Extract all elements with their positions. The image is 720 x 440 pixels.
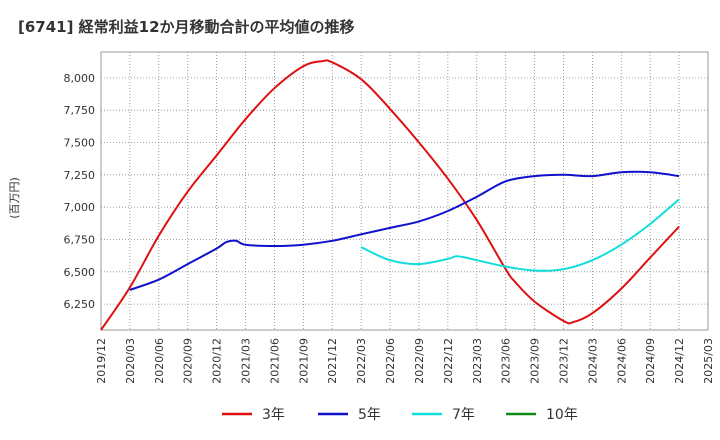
y-tick-label: 7,750: [64, 104, 96, 117]
x-tick-label: 2020/09: [182, 338, 195, 384]
legend: 3年 5年 7年 10年: [222, 407, 578, 423]
series-lines: [100, 59, 680, 331]
plot-area: [100, 51, 709, 331]
x-tick-label: 2020/12: [211, 338, 224, 384]
y-tick-label: 6,500: [64, 266, 96, 279]
y-tick-label: 7,500: [64, 137, 96, 150]
x-tick-label: 2021/09: [297, 338, 310, 384]
x-tick-label: 2021/06: [268, 338, 281, 384]
y-tick-label: 6,750: [64, 233, 96, 246]
x-axis: 2019/12 2020/03 2020/06 2020/09 2020/12 2021/…: [95, 338, 715, 384]
y-tick-label: 7,250: [64, 169, 96, 182]
x-tick-label: 2022/03: [355, 338, 368, 384]
series-line-2: [360, 198, 680, 272]
series-line-1: [129, 170, 680, 291]
y-axis: 6,250 6,500 6,750 7,000 7,250 7,500 7,750 8,000: [64, 72, 96, 311]
series-line-0: [100, 59, 680, 331]
x-tick-label: 2021/12: [326, 338, 339, 384]
y-tick-label: 8,000: [64, 72, 96, 85]
x-tick-label: 2024/03: [586, 338, 599, 384]
x-tick-label: 2020/06: [153, 338, 166, 384]
y-axis-label: (百万円): [8, 177, 21, 219]
x-tick-label: 2024/09: [644, 338, 657, 384]
chart-title: [6741] 経常利益12か月移動合計の平均値の推移: [18, 18, 355, 36]
x-tick-label: 2023/09: [529, 338, 542, 384]
y-tick-label: 7,000: [64, 201, 96, 214]
x-tick-label: 2023/03: [471, 338, 484, 384]
legend-label: 3年: [262, 407, 285, 423]
x-tick-label: 2024/12: [673, 338, 686, 384]
x-tick-label: 2025/03: [702, 338, 715, 384]
y-tick-label: 6,250: [64, 298, 96, 311]
x-tick-label: 2024/06: [615, 338, 628, 384]
x-tick-label: 2023/12: [557, 338, 570, 384]
x-tick-label: 2023/06: [500, 338, 513, 384]
x-tick-label: 2021/03: [240, 338, 253, 384]
x-tick-label: 2022/09: [413, 338, 426, 384]
x-tick-label: 2022/12: [442, 338, 455, 384]
legend-label: 7年: [452, 407, 475, 423]
x-tick-label: 2020/03: [124, 338, 137, 384]
legend-label: 10年: [546, 407, 578, 423]
legend-label: 5年: [358, 407, 381, 423]
x-tick-label: 2019/12: [95, 338, 108, 384]
x-tick-label: 2022/06: [384, 338, 397, 384]
grid: [101, 52, 708, 330]
